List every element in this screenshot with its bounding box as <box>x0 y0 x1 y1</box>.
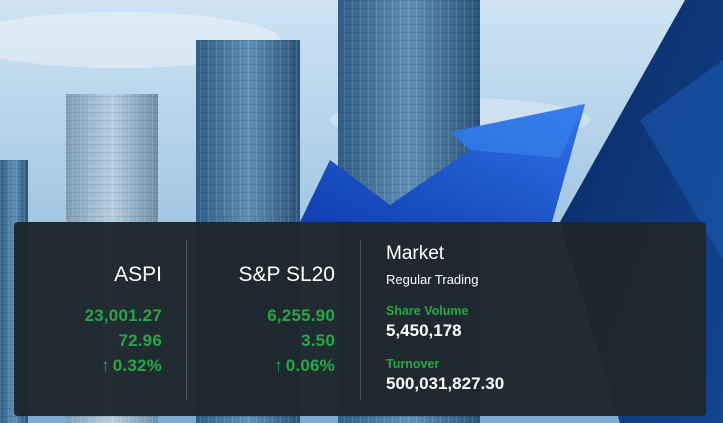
column-divider <box>360 240 361 400</box>
arrow-up-icon: ↑ <box>274 356 283 375</box>
share-volume-value: 5,450,178 <box>386 321 462 340</box>
index-name: S&P SL20 <box>238 263 335 286</box>
index-value: 23,001.27 <box>84 306 162 325</box>
market-title: Market <box>386 243 445 264</box>
index-card-sp-sl20[interactable]: S&P SL20 6,255.90 3.50 ↑ 0.06% <box>187 222 335 416</box>
column-divider <box>186 240 187 400</box>
market-status: Regular Trading <box>386 272 479 287</box>
arrow-up-icon: ↑ <box>101 356 110 375</box>
index-change: 72.96 <box>118 331 162 350</box>
turnover-label: Turnover <box>386 357 440 371</box>
turnover-value: 500,031,827.30 <box>386 374 505 393</box>
index-value: 6,255.90 <box>267 306 335 325</box>
index-name: ASPI <box>114 263 162 286</box>
index-change-percent: ↑ 0.06% <box>274 356 335 375</box>
index-change-percent: ↑ 0.32% <box>101 356 162 375</box>
share-volume-label: Share Volume <box>386 304 469 318</box>
index-change: 3.50 <box>301 331 335 350</box>
index-card-aspi[interactable]: ASPI 23,001.27 72.96 ↑ 0.32% <box>14 222 162 416</box>
market-status-card: Market Regular Trading Share Volume 5,45… <box>360 222 660 416</box>
market-summary-panel: ASPI 23,001.27 72.96 ↑ 0.32% S&P SL20 6,2… <box>14 222 706 416</box>
